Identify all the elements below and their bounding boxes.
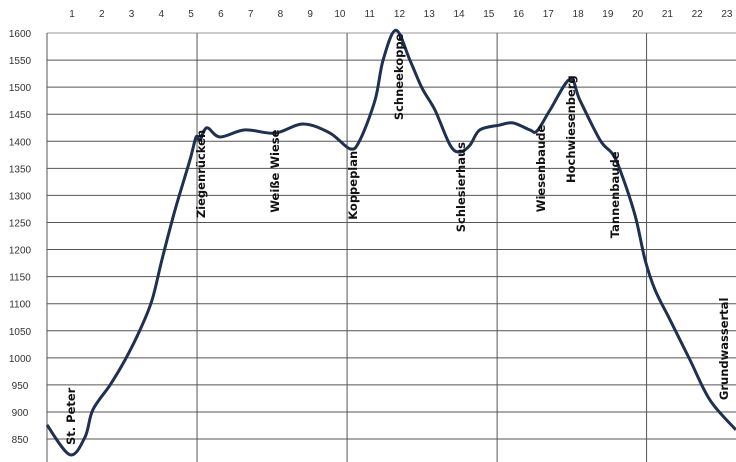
x-tick-label: 14 xyxy=(453,9,465,20)
x-tick-label: 10 xyxy=(334,9,346,20)
x-tick-label: 3 xyxy=(129,9,135,20)
place-label: Koppeplan xyxy=(346,151,360,220)
y-tick-label: 1150 xyxy=(9,273,31,284)
y-tick-label: 1450 xyxy=(9,110,32,121)
place-label: St. Peter xyxy=(64,387,78,445)
x-tick-label: 6 xyxy=(218,9,224,20)
x-tick-label: 16 xyxy=(513,9,525,20)
place-label: Ziegenrücken xyxy=(194,130,208,218)
y-tick-label: 1100 xyxy=(9,300,31,311)
x-tick-label: 23 xyxy=(721,9,733,20)
x-tick-label: 13 xyxy=(424,9,436,20)
y-tick-label: 1000 xyxy=(9,354,32,365)
x-tick-label: 9 xyxy=(307,9,313,20)
y-tick-label: 1500 xyxy=(9,83,32,94)
place-label: Hochwiesenberg xyxy=(564,75,578,183)
x-tick-label: 15 xyxy=(483,9,495,20)
x-tick-label: 12 xyxy=(394,9,406,20)
y-tick-label: 850 xyxy=(12,435,29,446)
elevation-line xyxy=(45,28,736,457)
x-tick-label: 2 xyxy=(99,9,105,20)
y-tick-label: 1600 xyxy=(9,29,32,40)
place-label: Wiesenbaude xyxy=(534,125,548,213)
x-tick-label: 17 xyxy=(543,9,555,20)
place-label: Schlesierhaus xyxy=(454,142,468,232)
y-tick-label: 1300 xyxy=(9,191,32,202)
place-label: Weiße Wiese xyxy=(268,129,282,212)
place-label: Tannenbaude xyxy=(608,151,622,238)
y-tick-label: 900 xyxy=(12,408,29,419)
place-label: Grundwassertal xyxy=(717,298,731,400)
x-tick-label: 21 xyxy=(662,9,674,20)
place-label: Schneekoppe xyxy=(392,33,406,120)
x-tick-label: 18 xyxy=(573,9,585,20)
y-tick-label: 1250 xyxy=(9,218,32,229)
x-tick-label: 19 xyxy=(602,9,614,20)
y-tick-label: 950 xyxy=(12,381,29,392)
x-tick-label: 22 xyxy=(692,9,704,20)
x-tick-label: 11 xyxy=(365,9,376,20)
x-tick-label: 5 xyxy=(188,9,194,20)
x-tick-label: 7 xyxy=(248,9,254,20)
x-tick-label: 8 xyxy=(278,9,284,20)
x-tick-label: 20 xyxy=(632,9,644,20)
y-tick-label: 1050 xyxy=(9,327,32,338)
y-tick-label: 1350 xyxy=(9,164,32,175)
x-tick-label: 4 xyxy=(159,9,165,20)
y-tick-label: 1400 xyxy=(9,137,32,148)
x-tick-label: 1 xyxy=(69,9,75,20)
y-tick-label: 1550 xyxy=(9,56,32,67)
y-tick-label: 1200 xyxy=(9,246,32,257)
